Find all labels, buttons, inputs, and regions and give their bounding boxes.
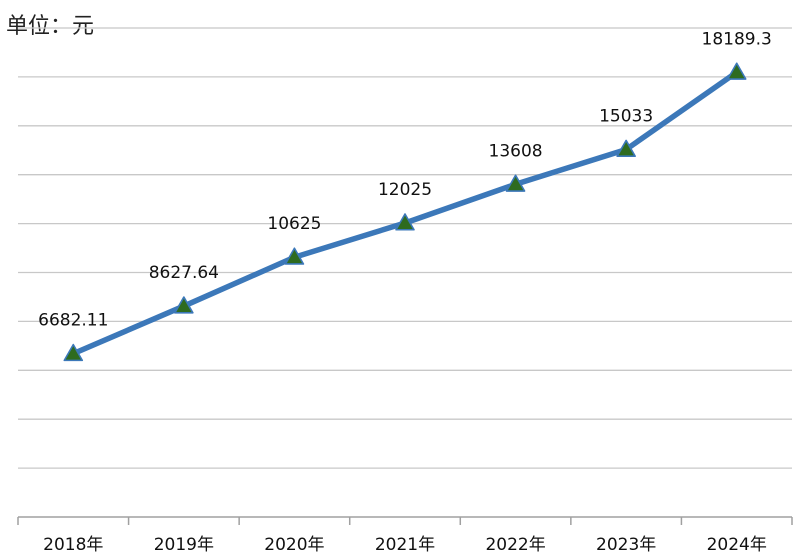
data-label: 6682.11	[38, 311, 108, 331]
x-axis: 2018年 2019年 2020年 2021年 2022年 2023年 2024年	[17, 516, 793, 555]
data-point-marker	[616, 139, 636, 157]
data-point-marker	[395, 213, 415, 231]
x-tick-label: 2020年	[264, 535, 324, 555]
gridlines	[18, 27, 792, 469]
data-point-marker	[505, 174, 526, 192]
data-label: 8627.64	[149, 263, 219, 283]
x-tick-label: 2019年	[154, 535, 214, 555]
data-label: 15033	[599, 106, 653, 126]
data-label: 18189.3	[702, 29, 772, 49]
unit-label: 单位：元	[6, 14, 95, 39]
series	[63, 62, 747, 362]
data-point-marker	[726, 62, 747, 80]
x-tick-label: 2021年	[375, 535, 435, 555]
data-point-marker	[174, 296, 194, 314]
x-tick-label: 2024年	[707, 535, 767, 555]
data-label: 13608	[489, 141, 543, 161]
x-tick-label: 2022年	[485, 535, 545, 555]
data-label: 10625	[267, 214, 321, 234]
x-tick-label: 2018年	[43, 535, 103, 555]
data-label: 12025	[378, 180, 432, 200]
x-tick-label: 2023年	[596, 535, 656, 555]
data-point-marker	[284, 247, 305, 265]
data-labels: 6682.11 8627.64 10625 12025 13608 15033 18189.…	[38, 29, 772, 330]
data-point-marker	[63, 343, 84, 362]
